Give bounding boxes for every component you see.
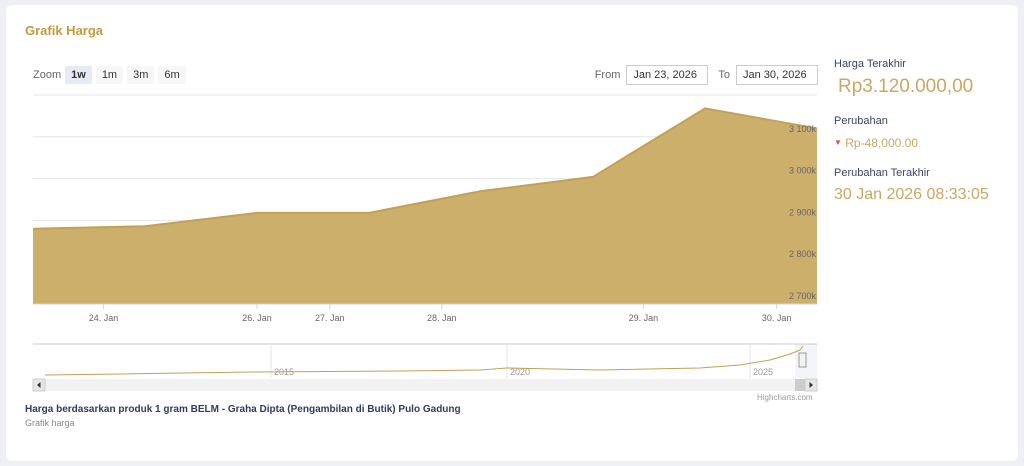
x-tick-label: 29. Jan: [629, 313, 659, 323]
x-tick-label: 30. Jan: [762, 313, 792, 323]
navigator: [33, 344, 817, 378]
y-tick-label: 2 900k: [789, 207, 817, 217]
x-tick-label: 24. Jan: [89, 313, 119, 323]
price-line: [32, 107, 818, 230]
y-tick-label: 2 800k: [789, 249, 817, 259]
navigator-series-line: [44, 345, 804, 376]
zoom-3m-button[interactable]: 3m: [127, 66, 155, 84]
x-tick-label: 28. Jan: [427, 313, 457, 323]
last-change-value: 30 Jan 2026 08:33:05: [834, 186, 989, 203]
y-tick-label: 3 000k: [789, 166, 817, 176]
arrow-left-icon: [37, 382, 41, 388]
zoom-1m-button[interactable]: 1m: [95, 66, 124, 84]
change-value: Rp-48,000.00: [845, 136, 918, 150]
navigator-tick-label: 2020: [510, 367, 530, 377]
to-date-input[interactable]: Jan 30, 2026: [736, 65, 818, 85]
from-date-input[interactable]: Jan 23, 2026: [626, 65, 709, 85]
zoom-selector: Zoom 1w 1m 3m 6m: [33, 66, 186, 84]
to-label: To: [718, 69, 730, 81]
card-title: Grafik Harga: [25, 23, 104, 38]
last-price-value: Rp3.120.000,00: [838, 76, 974, 97]
navigator-handle[interactable]: [798, 352, 807, 368]
navigator-tick-label: 2025: [753, 367, 773, 377]
date-range: From Jan 23, 2026 To Jan 30, 2026: [595, 65, 818, 85]
zoom-1w-button[interactable]: 1w: [65, 66, 92, 84]
price-area: [33, 108, 817, 304]
arrow-right-icon: [809, 382, 813, 388]
last-price-label: Harga Terakhir: [834, 58, 906, 70]
from-label: From: [594, 69, 621, 81]
last-change-label: Perubahan Terakhir: [834, 167, 930, 179]
chart-subcaption: Grafik harga: [25, 418, 75, 428]
x-tick-label: 26. Jan: [242, 313, 272, 323]
change-label: Perubahan: [834, 115, 888, 127]
y-tick-label: 3 100k: [789, 124, 817, 134]
x-tick-label: 27. Jan: [315, 313, 345, 323]
zoom-6m-button[interactable]: 6m: [158, 66, 186, 84]
zoom-label: Zoom: [33, 69, 62, 81]
highcharts-credit[interactable]: Highcharts.com: [757, 393, 813, 402]
scrollbar-track[interactable]: [33, 379, 817, 391]
y-tick-label: 2 700k: [789, 291, 817, 301]
triangle-down-icon: ▼: [834, 138, 842, 147]
chart-caption: Harga berdasarkan produk 1 gram BELM - G…: [25, 404, 461, 415]
scrollbar-thumb[interactable]: [795, 379, 805, 391]
